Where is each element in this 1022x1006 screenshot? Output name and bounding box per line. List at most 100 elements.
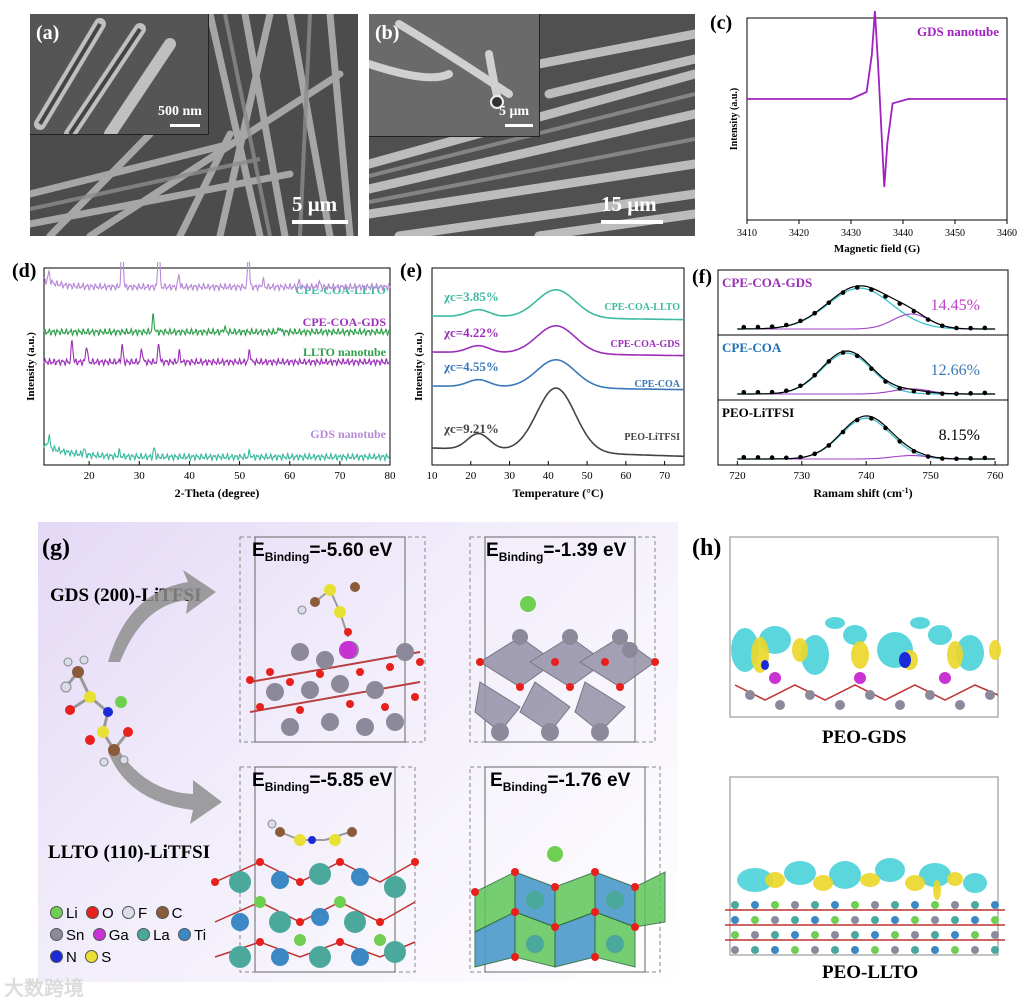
raman-fit-total-2 (737, 415, 996, 460)
raman-point (968, 325, 973, 331)
raman-point (769, 389, 775, 395)
legend-s: S (101, 949, 112, 966)
series-label-0: CPE-COA-GDS (722, 275, 812, 290)
raman-point (840, 429, 846, 435)
raman-point (840, 350, 846, 355)
x-tick-label: 40 (543, 470, 555, 482)
panel-letter-c: (c) (710, 12, 733, 34)
y-axis-label: Intensity (a.u.) (413, 332, 425, 401)
la-dot (137, 928, 151, 941)
series-value-2: 8.15% (939, 427, 980, 444)
o-dot (86, 906, 100, 919)
molecule-litfsi-and-arrows (60, 570, 222, 824)
s-dot (85, 950, 99, 963)
x-tick-label: 80 (385, 470, 397, 482)
main-scale-bar-b (601, 220, 663, 224)
x-axis-label: Ramam shift (cm-1) (813, 486, 912, 501)
x-axis-label: Temperature (°C) (512, 486, 603, 500)
binding-energy-4: EBinding=-1.76 eV (490, 770, 631, 794)
raman-point (925, 454, 931, 459)
main-scale-bar-a (292, 220, 348, 224)
binding-energy-3: EBinding=-5.85 eV (252, 770, 393, 794)
raman-point (954, 456, 959, 462)
xrd-line-2 (43, 313, 391, 338)
element-legend-row-3: N S (50, 949, 111, 966)
raman-point (939, 323, 945, 329)
panel-letter-a: (a) (36, 22, 60, 44)
x-tick-label: 3450 (945, 228, 965, 239)
raman-point (854, 353, 860, 359)
x-tick-label: 50 (582, 470, 594, 482)
panel-letter-h: (h) (692, 535, 722, 561)
chart-d: 20 30 40 50 60 70 80CPE-COA-LLTOCPE-COA-GDSLLT… (25, 262, 397, 500)
dsc-line-3 (432, 387, 684, 458)
label-peo-llto: PEO-LLTO (822, 962, 919, 983)
x-tick-label: 20 (465, 470, 477, 482)
raman-point (826, 300, 832, 306)
x-tick-label: 40 (184, 470, 196, 482)
chart-e: 10 20 30 40 50 60 70 CPE-COA-LLTO χc=3.85% CPE-CO… (413, 267, 685, 500)
series-label-3: PEO-LiTFSI (624, 432, 680, 443)
series-label-1: CPE-COA (722, 340, 782, 355)
raman-point (812, 310, 817, 316)
raman-point (769, 324, 775, 329)
raman-point (911, 448, 917, 454)
raman-point (897, 386, 903, 391)
legend-ga: Ga (108, 927, 129, 944)
structure-gds-li (469, 536, 659, 743)
raman-point (798, 454, 803, 460)
x-axis-label: 2-Theta (degree) (175, 486, 260, 500)
inset-scale-bar-a (170, 124, 200, 127)
sem-inset-b (369, 14, 540, 137)
raman-point (925, 390, 931, 395)
series-value-1: 12.66% (931, 362, 980, 379)
raman-point (784, 388, 789, 394)
raman-point (826, 359, 832, 364)
raman-point (968, 391, 973, 396)
raman-point (784, 322, 789, 328)
dsc-line-0 (432, 289, 684, 321)
f-dot (122, 906, 136, 919)
dsc-line-1 (432, 325, 684, 357)
raman-point (939, 456, 945, 461)
chi-label-3: χc=9.21% (443, 421, 499, 436)
legend-c: C (171, 905, 183, 922)
series-label-3: GDS nanotube (310, 427, 386, 441)
n-dot (50, 950, 63, 963)
structure-llto-li (469, 766, 666, 973)
raman-point (798, 318, 803, 324)
plot-frame (43, 267, 391, 466)
series-label-2: LLTO nanotube (303, 345, 387, 359)
chi-label-1: χc=4.22% (443, 325, 499, 340)
x-tick-label: 70 (659, 470, 671, 482)
structure-gds-litfsi (239, 536, 426, 743)
raman-point (883, 294, 888, 299)
panel-letter-e: (e) (400, 260, 423, 282)
raman-point (897, 301, 903, 306)
epr-line (747, 10, 1007, 188)
binding-energy-2: EBinding=-1.39 eV (486, 540, 627, 564)
raman-point (968, 456, 973, 461)
x-tick-label: 3410 (737, 228, 757, 239)
raman-point (869, 416, 874, 421)
legend-sn: Sn (66, 927, 85, 944)
x-tick-label: 20 (84, 470, 96, 482)
raman-point (741, 324, 747, 330)
binding-energy-1: EBinding=-5.60 eV (252, 540, 393, 564)
raman-point (854, 285, 860, 290)
raman-point (741, 389, 747, 395)
main-scale-label-a: 5 μm (292, 192, 338, 216)
panel-letter-d: (d) (12, 260, 37, 282)
x-tick-label: 750 (922, 470, 939, 482)
x-tick-label: 30 (134, 470, 146, 482)
inset-scale-bar-b (505, 124, 533, 127)
chart-f: 720 730 740 750 760 CPE-COA-GDS 14.45% CPE-COA 1… (717, 269, 1009, 501)
chi-label-0: χc=3.85% (443, 289, 499, 304)
x-tick-label: 70 (334, 470, 346, 482)
panel-letter-f: (f) (692, 266, 712, 288)
x-tick-label: 3440 (893, 228, 913, 239)
raman-point (982, 390, 988, 396)
structure-llto-litfsi (211, 766, 419, 973)
series-label-2: PEO-LiTFSI (722, 405, 794, 420)
panel-letter-g: (g) (42, 535, 70, 561)
